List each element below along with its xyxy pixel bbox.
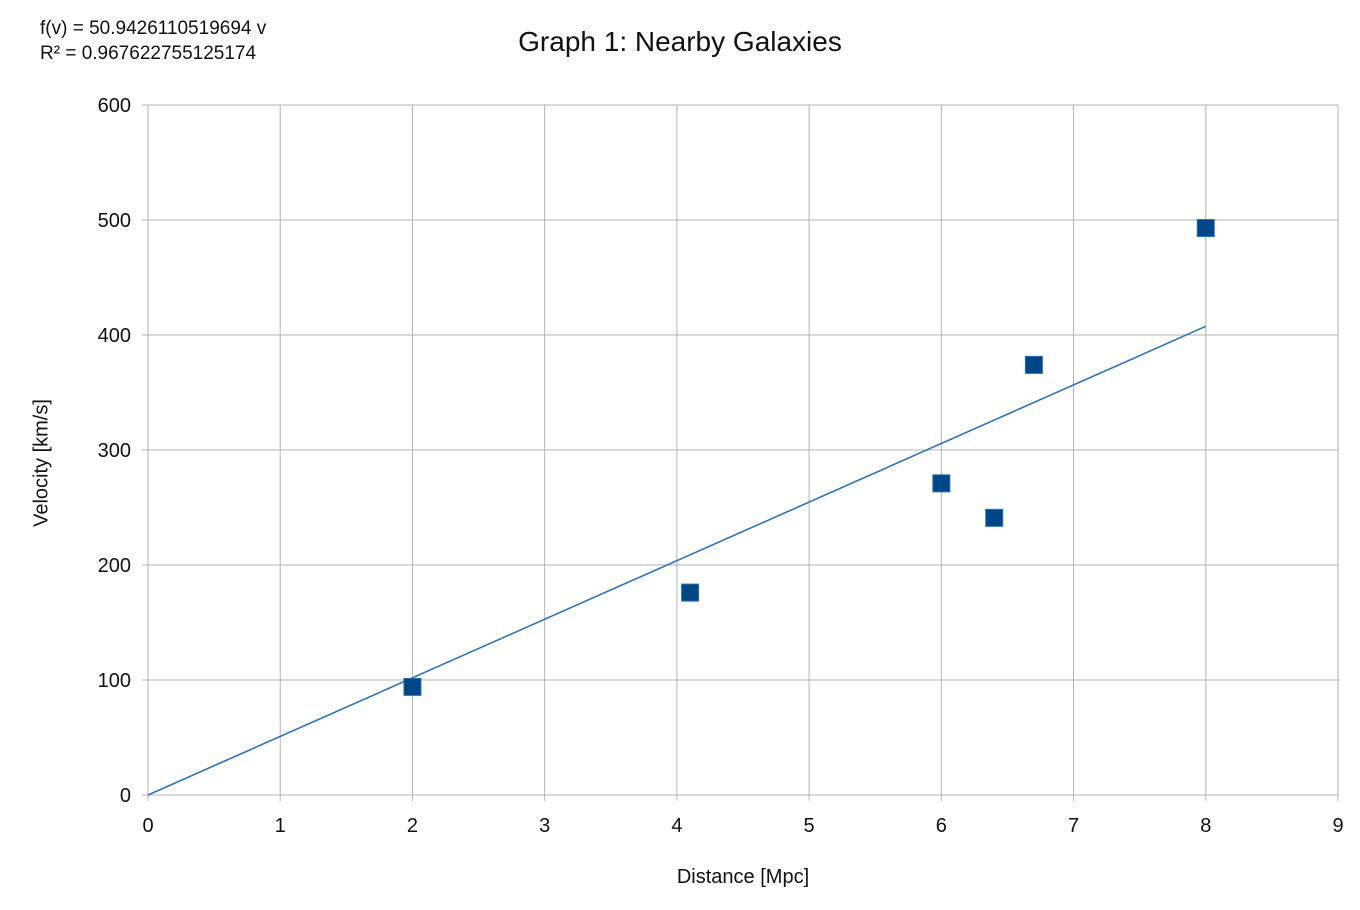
- trendline-equation-block: f(v) = 50.9426110519694 v R² = 0.9676227…: [40, 16, 266, 66]
- axes: [142, 104, 1339, 801]
- x-tick-label: 9: [1332, 815, 1343, 837]
- data-point: [681, 583, 700, 602]
- y-tick-label: 0: [120, 785, 131, 807]
- trendline: [147, 325, 1207, 796]
- y-tick-label: 200: [98, 555, 131, 577]
- y-tick-label: 100: [98, 670, 131, 692]
- data-point: [932, 474, 951, 493]
- grid-lines: [147, 104, 1339, 796]
- y-tick-label: 600: [98, 95, 131, 117]
- trendline-r-squared: R² = 0.967622755125174: [40, 43, 257, 64]
- x-tick-label: 1: [275, 815, 286, 837]
- y-axis-label: Velocity [km/s]: [30, 399, 53, 527]
- x-tick-label: 7: [1068, 815, 1079, 837]
- tick-labels: 0 1 2 3 4 5 6 7 8 9 0 100 200 300 400 500 600: [98, 95, 1344, 837]
- trendline-equation: f(v) = 50.9426110519694 v: [40, 18, 267, 39]
- x-tick-label: 8: [1200, 815, 1211, 837]
- y-tick-label: 500: [98, 210, 131, 232]
- x-tick-label: 2: [407, 815, 418, 837]
- x-tick-label: 5: [804, 815, 815, 837]
- y-tick-label: 400: [98, 325, 131, 347]
- data-points: [403, 219, 1215, 696]
- data-point: [985, 508, 1004, 527]
- x-tick-label: 3: [539, 815, 550, 837]
- data-point: [1024, 355, 1043, 374]
- x-axis-label: Distance [Mpc]: [676, 866, 810, 888]
- y-tick-label: 300: [98, 440, 131, 462]
- x-tick-label: 4: [671, 815, 682, 837]
- x-tick-label: 0: [142, 815, 153, 837]
- x-tick-label: 6: [936, 815, 947, 837]
- chart-title: Graph 1: Nearby Galaxies: [518, 26, 842, 57]
- data-point: [403, 677, 422, 696]
- data-point: [1196, 219, 1215, 238]
- trendline-layer: [147, 325, 1207, 796]
